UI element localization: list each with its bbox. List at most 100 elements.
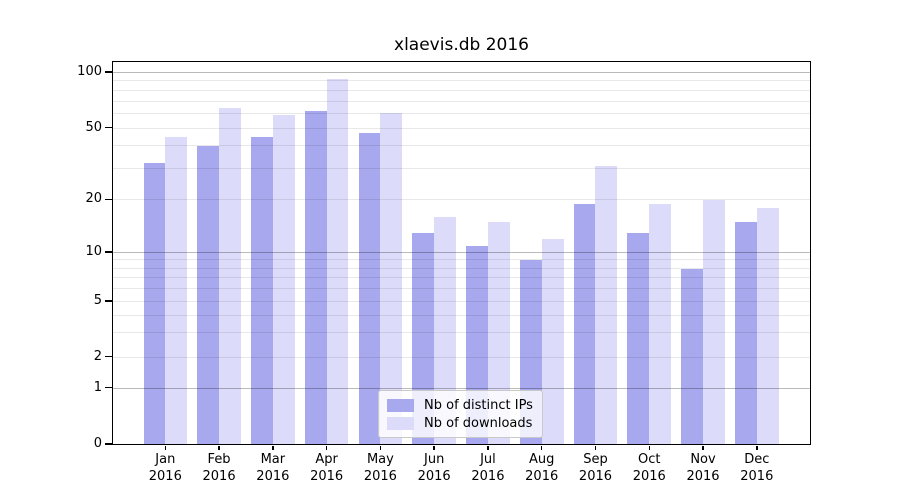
gridline-minor-8 — [113, 267, 810, 269]
x-tick-label-aug: Aug 2016 — [510, 452, 574, 485]
bar-nb-of-distinct-ips-oct — [627, 233, 650, 444]
x-tick-month-mar: Mar — [260, 452, 286, 467]
x-tick-month-may: May — [366, 452, 394, 467]
y-tick-100 — [105, 71, 112, 73]
x-tick-label-dec: Dec 2016 — [725, 452, 789, 485]
x-tick-month-nov: Nov — [690, 452, 716, 467]
x-tick-label-oct: Oct 2016 — [617, 452, 681, 485]
legend-label-nb-of-distinct-ips: Nb of distinct IPs — [424, 397, 533, 413]
gridline-minor-90 — [113, 80, 810, 82]
x-tick-jan — [164, 445, 167, 450]
x-tick-label-feb: Feb 2016 — [187, 452, 251, 485]
x-tick-year-may: 2016 — [363, 468, 397, 484]
bar-nb-of-downloads-jul — [487, 222, 510, 444]
x-tick-jun — [433, 445, 435, 450]
y-tick-label-1: 1 — [93, 379, 102, 395]
x-tick-year-nov: 2016 — [686, 468, 720, 484]
x-tick-label-mar: Mar 2016 — [241, 452, 305, 485]
gridline-minor-9 — [113, 259, 810, 261]
y-tick-50 — [105, 126, 112, 129]
x-tick-label-nov: Nov 2016 — [671, 452, 735, 485]
y-tick-label-20: 20 — [85, 191, 102, 207]
x-tick-month-dec: Dec — [744, 452, 770, 467]
bar-nb-of-distinct-ips-mar — [251, 136, 273, 444]
gridline-minor-3 — [113, 332, 810, 334]
x-tick-label-jun: Jun 2016 — [402, 452, 466, 485]
bar-nb-of-downloads-jan — [165, 136, 188, 444]
bar-nb-of-downloads-jun — [434, 217, 456, 444]
x-tick-feb — [218, 445, 220, 450]
gridline-minor-20 — [113, 199, 810, 201]
gridline-minor-5 — [113, 301, 810, 302]
gridline-minor-40 — [113, 144, 810, 146]
x-tick-nov — [702, 445, 704, 450]
gridline-minor-30 — [113, 167, 810, 169]
x-tick-year-jun: 2016 — [417, 468, 451, 484]
x-tick-may — [379, 445, 382, 450]
gridline-minor-50 — [113, 127, 810, 129]
x-tick-mar — [272, 445, 274, 450]
gridline-major-1 — [113, 387, 810, 389]
y-tick-label-2: 2 — [93, 348, 102, 364]
gridline-major-100 — [113, 72, 810, 73]
gridline-minor-60 — [113, 112, 810, 114]
bar-nb-of-downloads-dec — [756, 208, 779, 444]
legend-label-nb-of-downloads: Nb of downloads — [424, 415, 533, 431]
legend-swatch-nb-of-downloads — [387, 416, 414, 430]
y-tick-20 — [105, 198, 112, 201]
x-tick-label-sep: Sep 2016 — [563, 452, 627, 485]
bar-nb-of-downloads-sep — [595, 165, 618, 444]
bar-nb-of-distinct-ips-feb — [197, 146, 220, 444]
bar-nb-of-downloads-mar — [272, 115, 295, 444]
x-tick-month-feb: Feb — [207, 452, 231, 467]
bar-nb-of-downloads-nov — [703, 200, 725, 444]
y-tick-label-5: 5 — [93, 293, 102, 308]
x-tick-oct — [648, 445, 650, 450]
bar-nb-of-distinct-ips-sep — [573, 204, 596, 444]
x-tick-year-mar: 2016 — [256, 468, 290, 484]
x-tick-year-feb: 2016 — [202, 468, 236, 484]
x-tick-label-jan: Jan 2016 — [133, 452, 197, 485]
bar-nb-of-downloads-oct — [649, 204, 672, 444]
x-tick-label-apr: Apr 2016 — [295, 452, 359, 485]
x-tick-dec — [756, 445, 758, 450]
gridline-minor-7 — [113, 277, 810, 279]
bar-nb-of-distinct-ips-may — [358, 133, 381, 444]
bar-nb-of-downloads-may — [380, 112, 403, 444]
gridline-minor-4 — [113, 314, 810, 316]
x-tick-year-oct: 2016 — [632, 468, 666, 484]
x-tick-month-jul: Jul — [480, 452, 496, 467]
x-tick-year-jan: 2016 — [148, 468, 182, 484]
y-tick-0 — [105, 443, 112, 445]
bar-nb-of-distinct-ips-nov — [681, 268, 704, 444]
x-tick-year-sep: 2016 — [578, 468, 613, 484]
gridline-minor-80 — [113, 89, 810, 91]
y-tick-label-0: 0 — [93, 436, 102, 451]
x-tick-month-jun: Jun — [424, 452, 445, 467]
bar-nb-of-downloads-apr — [326, 78, 349, 444]
y-tick-1 — [105, 386, 112, 389]
y-tick-5 — [105, 300, 112, 302]
bar-nb-of-downloads-feb — [219, 107, 241, 444]
gridline-major-10 — [113, 252, 810, 253]
y-tick-10 — [105, 251, 112, 253]
gridline-minor-2 — [113, 356, 810, 358]
bar-nb-of-distinct-ips-dec — [735, 222, 757, 444]
x-tick-sep — [594, 445, 597, 450]
y-tick-label-100: 100 — [77, 64, 102, 79]
gridline-minor-6 — [113, 288, 810, 290]
plot-area — [113, 62, 810, 444]
x-tick-jul — [487, 445, 489, 450]
x-tick-month-jan: Jan — [155, 452, 176, 467]
x-tick-label-may: May 2016 — [348, 452, 412, 485]
gridline-minor-70 — [113, 100, 810, 102]
x-tick-year-apr: 2016 — [310, 468, 344, 484]
y-tick-label-50: 50 — [85, 119, 102, 135]
x-tick-month-oct: Oct — [638, 452, 661, 467]
x-tick-year-jul: 2016 — [471, 468, 505, 484]
y-tick-label-10: 10 — [85, 244, 102, 259]
x-tick-year-aug: 2016 — [525, 468, 559, 484]
chart-title: xlaevis.db 2016 — [394, 35, 529, 55]
x-tick-month-sep: Sep — [583, 452, 608, 467]
x-tick-apr — [325, 445, 328, 450]
